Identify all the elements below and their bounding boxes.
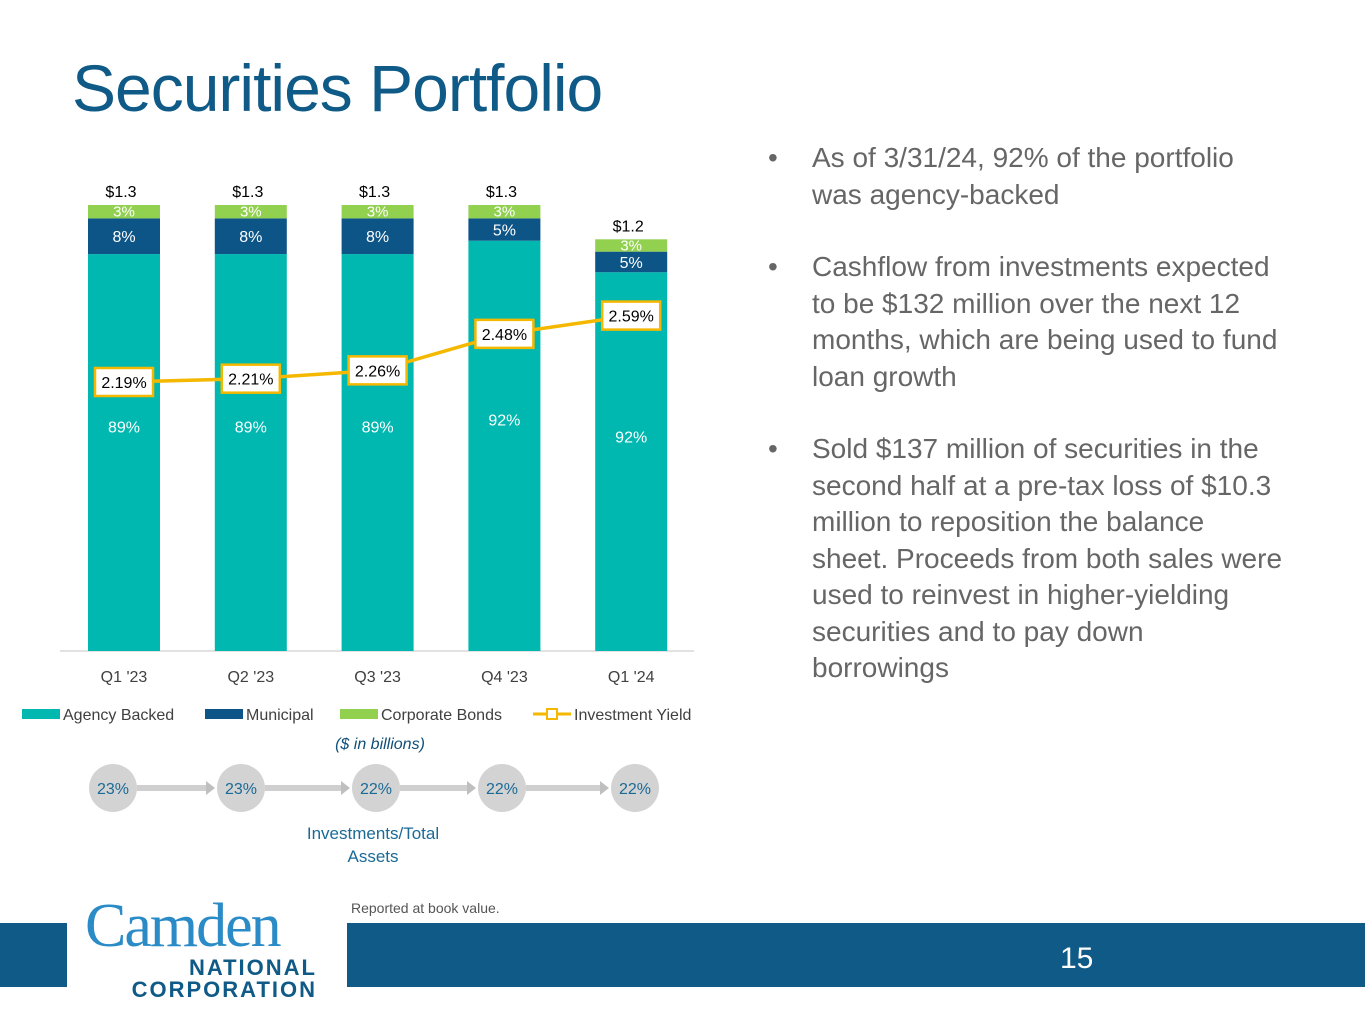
investments-ratio-row: 23% 23% 22% 22% 22% bbox=[89, 764, 659, 812]
yield-label: 2.21% bbox=[228, 372, 273, 389]
units-note: ($ in billions) bbox=[335, 736, 425, 753]
data-label-corporate: 3% bbox=[620, 237, 642, 254]
bullet-list: • As of 3/31/24, 92% of the portfolio was… bbox=[768, 140, 1288, 723]
ratio-arrow-head bbox=[600, 781, 609, 795]
yield-label-box bbox=[93, 366, 155, 398]
total-label: $1.3 bbox=[232, 184, 263, 201]
category-label: Q1 '24 bbox=[608, 669, 655, 686]
data-label-corporate: 3% bbox=[113, 204, 135, 221]
ratio-circle bbox=[217, 764, 265, 812]
logo-wordmark: Camden bbox=[85, 892, 282, 960]
category-label: Q1 '23 bbox=[101, 669, 148, 686]
total-label: $1.3 bbox=[105, 184, 136, 201]
ratio-arrow-head bbox=[467, 781, 476, 795]
data-label-agency: 89% bbox=[235, 420, 267, 437]
bar-segment-agency-backed bbox=[88, 254, 160, 651]
data-label-municipal: 5% bbox=[620, 255, 643, 272]
yield-label-box bbox=[600, 300, 662, 331]
yield-label: 2.48% bbox=[482, 327, 527, 344]
bullet-text: Cashflow from investments expected to be… bbox=[812, 251, 1278, 392]
ratio-arrow-head bbox=[341, 781, 350, 795]
yield-label-box bbox=[474, 318, 535, 350]
investments-ratio-label: Investments/Total Assets bbox=[306, 824, 440, 866]
ratio-circle bbox=[89, 764, 137, 812]
footer-bar bbox=[347, 923, 1365, 987]
data-label-agency: 92% bbox=[488, 412, 520, 429]
bullet-item: • Cashflow from investments expected to b… bbox=[768, 249, 1288, 395]
bar-segment-corporate-bonds bbox=[468, 205, 541, 219]
legend-swatch bbox=[340, 709, 378, 719]
ratio-value: 22% bbox=[486, 781, 518, 798]
securities-chart: 89% 8% 3% $1.3 Q1 '23 89% 8% 3% $1.3 Q2 '23 89% 8% 3… bbox=[22, 184, 694, 724]
ratio-arrow-head bbox=[206, 781, 215, 795]
bullet-item: • As of 3/31/24, 92% of the portfolio was… bbox=[768, 140, 1288, 213]
data-label-agency: 89% bbox=[108, 420, 140, 437]
bullet-item: • Sold $137 million of securities in the … bbox=[768, 431, 1288, 687]
bar-segment-agency-backed bbox=[595, 272, 668, 651]
data-label-municipal: 5% bbox=[493, 223, 516, 240]
legend-swatch bbox=[22, 709, 60, 719]
ratio-value: 23% bbox=[97, 781, 129, 798]
legend-swatch bbox=[205, 709, 243, 719]
footnote: Reported at book value. bbox=[351, 900, 500, 916]
yield-label-box bbox=[347, 355, 408, 386]
bar-segment-agency-backed bbox=[468, 240, 541, 651]
data-label-corporate: 3% bbox=[240, 204, 262, 221]
bar-segment-corporate-bonds bbox=[88, 205, 160, 219]
bullet-text: As of 3/31/24, 92% of the portfolio was … bbox=[812, 142, 1234, 210]
bar-segment-corporate-bonds bbox=[595, 239, 668, 252]
legend-label: Agency Backed bbox=[63, 707, 174, 724]
page-title: Securities Portfolio bbox=[72, 51, 603, 125]
bullet-dot: • bbox=[768, 433, 778, 464]
total-label: $1.2 bbox=[613, 218, 644, 235]
total-label: $1.3 bbox=[359, 184, 390, 201]
bar-segment-corporate-bonds bbox=[214, 205, 287, 219]
logo-line-national: NATIONAL bbox=[188, 955, 317, 980]
ratio-value: 23% bbox=[225, 781, 257, 798]
bar-segment-municipal bbox=[214, 218, 287, 255]
logo-line-corporation: CORPORATION bbox=[131, 977, 317, 1002]
legend-marker bbox=[546, 708, 558, 720]
bullet-dot: • bbox=[768, 251, 778, 282]
bar-segment-corporate-bonds bbox=[341, 205, 414, 219]
yield-label-box bbox=[220, 363, 282, 394]
data-label-corporate: 3% bbox=[494, 204, 516, 221]
page-number: 15 bbox=[1060, 942, 1094, 975]
ratio-circle bbox=[611, 764, 659, 812]
legend-label: Municipal bbox=[246, 707, 314, 724]
yield-label: 2.26% bbox=[355, 363, 400, 380]
bar-segment-municipal bbox=[468, 218, 541, 241]
data-label-municipal: 8% bbox=[112, 229, 135, 246]
bar-segment-municipal bbox=[595, 251, 668, 273]
bar-segment-agency-backed bbox=[341, 254, 414, 651]
ratio-value: 22% bbox=[360, 781, 392, 798]
yield-label: 2.59% bbox=[609, 309, 654, 326]
bar-segment-agency-backed bbox=[214, 254, 287, 651]
legend-label: Investment Yield bbox=[574, 707, 691, 724]
total-label: $1.3 bbox=[486, 184, 517, 201]
footer-bar-left bbox=[0, 923, 67, 987]
category-label: Q3 '23 bbox=[354, 669, 401, 686]
bullet-dot: • bbox=[768, 142, 778, 173]
bullet-text: Sold $137 million of securities in the s… bbox=[812, 433, 1283, 683]
data-label-corporate: 3% bbox=[367, 204, 389, 221]
legend-label: Corporate Bonds bbox=[381, 707, 502, 724]
yield-label: 2.19% bbox=[101, 375, 146, 392]
category-label: Q2 '23 bbox=[227, 669, 274, 686]
ratio-circle bbox=[352, 764, 400, 812]
data-label-agency: 92% bbox=[615, 430, 647, 447]
data-label-municipal: 8% bbox=[239, 229, 262, 246]
ratio-circle bbox=[478, 764, 526, 812]
ratio-value: 22% bbox=[619, 781, 651, 798]
category-label: Q4 '23 bbox=[481, 669, 528, 686]
bar-segment-municipal bbox=[341, 218, 414, 255]
data-label-municipal: 8% bbox=[366, 229, 389, 246]
data-label-agency: 89% bbox=[362, 420, 394, 437]
camden-logo: Camden NATIONAL CORPORATION bbox=[85, 893, 320, 1003]
bar-segment-municipal bbox=[88, 218, 160, 255]
